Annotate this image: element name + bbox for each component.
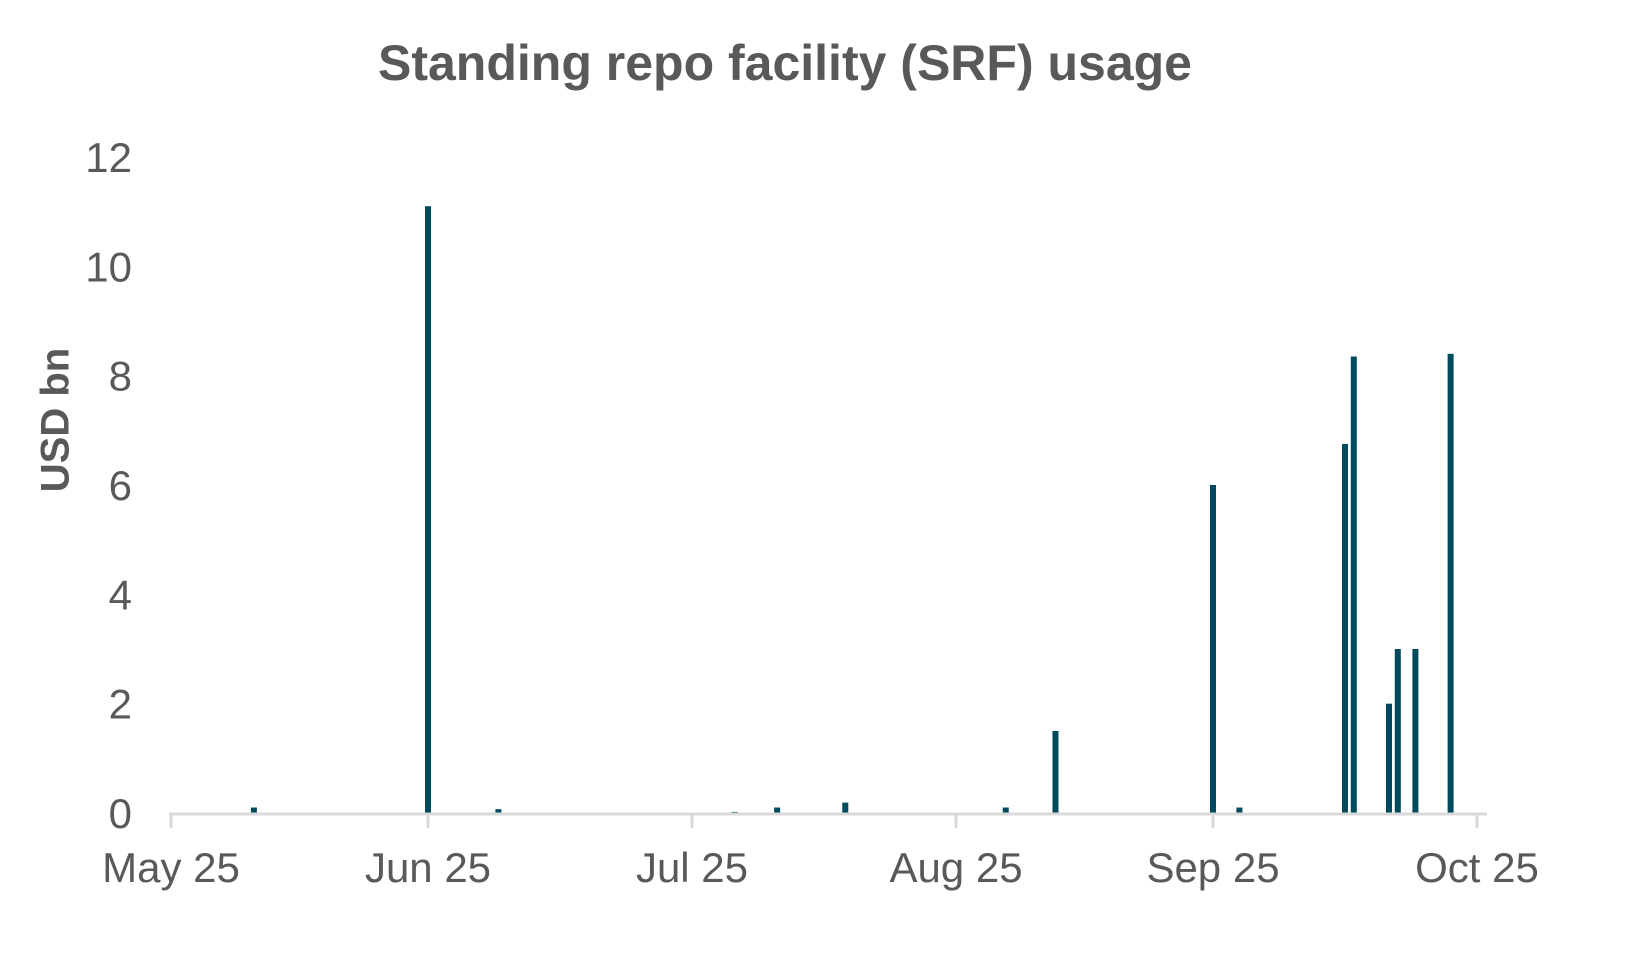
bar xyxy=(1236,807,1243,813)
bar xyxy=(495,809,502,813)
x-axis: May 25 Jun 25 Jul 25 Aug 25 Sep 25 Oct 25 xyxy=(102,812,1539,891)
bars xyxy=(250,206,1454,813)
y-tick-label: 0 xyxy=(109,790,132,837)
bar xyxy=(1412,649,1419,813)
y-tick-label: 6 xyxy=(109,462,132,509)
y-tick-label: 2 xyxy=(109,681,132,728)
x-tick-label: Jun 25 xyxy=(365,844,491,891)
bar xyxy=(1052,731,1059,813)
x-tick-label: Oct 25 xyxy=(1415,844,1539,891)
bar xyxy=(1350,356,1357,813)
bar xyxy=(1210,485,1216,813)
bar xyxy=(1342,444,1348,813)
x-tick-label: May 25 xyxy=(102,844,240,891)
x-tick-label: Aug 25 xyxy=(889,844,1022,891)
bar xyxy=(1386,703,1392,813)
bar xyxy=(1002,807,1009,813)
bar xyxy=(1394,649,1401,813)
bar xyxy=(774,807,781,813)
y-tick-label: 8 xyxy=(109,353,132,400)
y-tick-label: 10 xyxy=(85,243,132,290)
bar xyxy=(1447,353,1454,813)
x-tick-label: Sep 25 xyxy=(1146,844,1279,891)
bar xyxy=(425,206,431,813)
bar xyxy=(250,807,257,813)
chart-title: Standing repo facility (SRF) usage xyxy=(378,35,1192,91)
x-tick-label: Jul 25 xyxy=(636,844,748,891)
y-tick-label: 12 xyxy=(85,134,132,181)
bar xyxy=(731,811,738,813)
y-axis-ticks: 0 2 4 6 8 10 12 xyxy=(85,134,132,837)
y-tick-label: 4 xyxy=(109,571,132,618)
bar xyxy=(842,802,849,813)
